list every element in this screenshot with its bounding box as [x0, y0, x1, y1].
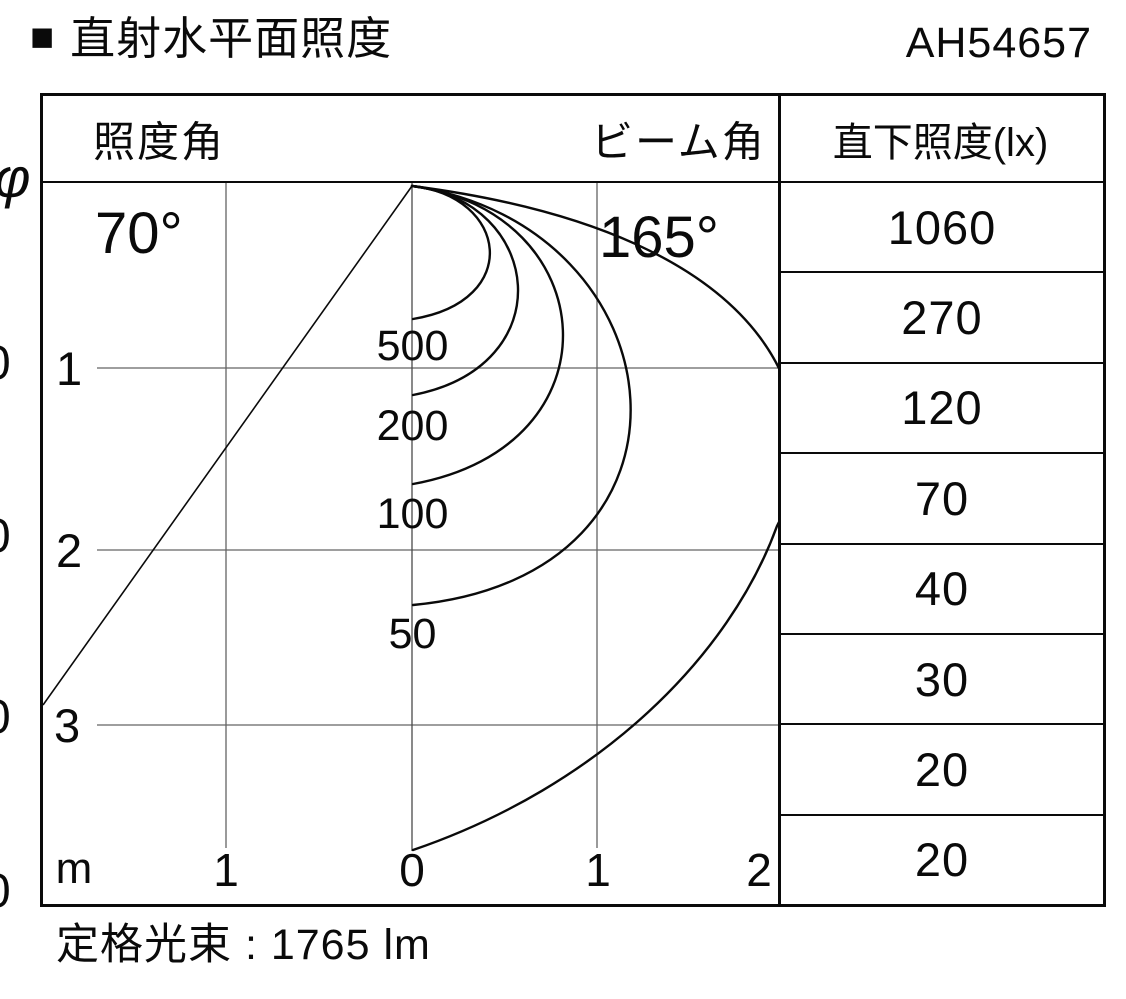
isolux-contours [410, 184, 778, 852]
section-marker-icon: ■ [30, 14, 55, 59]
illuminance-value: 30 [914, 652, 970, 706]
contour-label-200: 200 [376, 402, 449, 450]
clipped-axis-digit: 0 [0, 868, 11, 916]
y-axis-tick-2m: 2 [56, 524, 83, 577]
x-axis-tick-0: 0 [399, 844, 425, 896]
x-axis-tick-right-1: 1 [585, 844, 611, 896]
beam-angle-header: ビーム角 [591, 118, 766, 165]
illuminance-angle-line [43, 185, 413, 706]
y-axis-tick-3m: 3 [54, 699, 81, 752]
illuminance-angle-value: 70° [95, 201, 183, 266]
illuminance-value: 270 [901, 291, 983, 345]
clipped-axis-digit: 0 [0, 340, 11, 388]
contour-label-100: 100 [376, 490, 449, 538]
rated-luminous-flux: 定格光束 : 1765 lm [56, 921, 431, 969]
table-row: 270 [781, 271, 1103, 361]
figure-header-band: 照度角 ビーム角 直下照度(lx) [43, 96, 1103, 183]
contour-label-50: 50 [388, 610, 437, 658]
clipped-axis-digit: 0 [0, 694, 11, 742]
table-row: 120 [781, 361, 1103, 452]
table-row: 70 [781, 452, 1103, 542]
contour-label-500: 500 [376, 322, 449, 370]
product-code: AH54657 [905, 19, 1092, 67]
table-row: 30 [781, 632, 1103, 723]
isolux-chart: 70° 165° 500 200 100 50 1 2 3 m 1 0 1 2 [43, 183, 778, 904]
illuminance-value: 20 [914, 742, 970, 796]
photometric-figure: 照度角 ビーム角 直下照度(lx) [40, 93, 1106, 907]
illuminance-angle-header: 照度角 [93, 118, 226, 165]
figure-title-row: ■ 直射水平面照度 [30, 16, 392, 61]
x-axis-unit-label: m [55, 844, 93, 893]
beam-angle-value: 165° [599, 205, 719, 270]
illuminance-value: 1060 [887, 200, 997, 254]
phi-symbol: φ [0, 150, 31, 206]
illuminance-value: 40 [914, 562, 970, 616]
column-divider [778, 96, 781, 904]
x-axis-tick-right-2: 2 [746, 844, 772, 896]
x-axis-tick-left-1: 1 [213, 844, 239, 896]
contour-200-curve [410, 184, 520, 397]
illuminance-value: 120 [901, 381, 983, 435]
contour-100-curve [410, 184, 565, 486]
table-row: 40 [781, 542, 1103, 633]
direct-illuminance-column-header: 直下照度(lx) [832, 120, 1049, 165]
table-row: 20 [781, 723, 1103, 813]
y-axis-tick-1m: 1 [56, 342, 83, 395]
direct-illuminance-table: 1060 270 120 70 40 30 20 20 [781, 183, 1103, 904]
contour-outer-curve [410, 184, 778, 852]
table-row: 1060 [781, 183, 1103, 271]
chart-gridlines [97, 183, 778, 851]
page-title: 直射水平面照度 [70, 13, 393, 64]
table-row: 20 [781, 813, 1103, 904]
illuminance-value: 20 [914, 833, 970, 887]
clipped-axis-digit: 0 [0, 513, 11, 561]
isolux-chart-canvas [43, 183, 778, 852]
contour-50-curve [410, 184, 632, 607]
illuminance-value: 70 [914, 471, 970, 525]
